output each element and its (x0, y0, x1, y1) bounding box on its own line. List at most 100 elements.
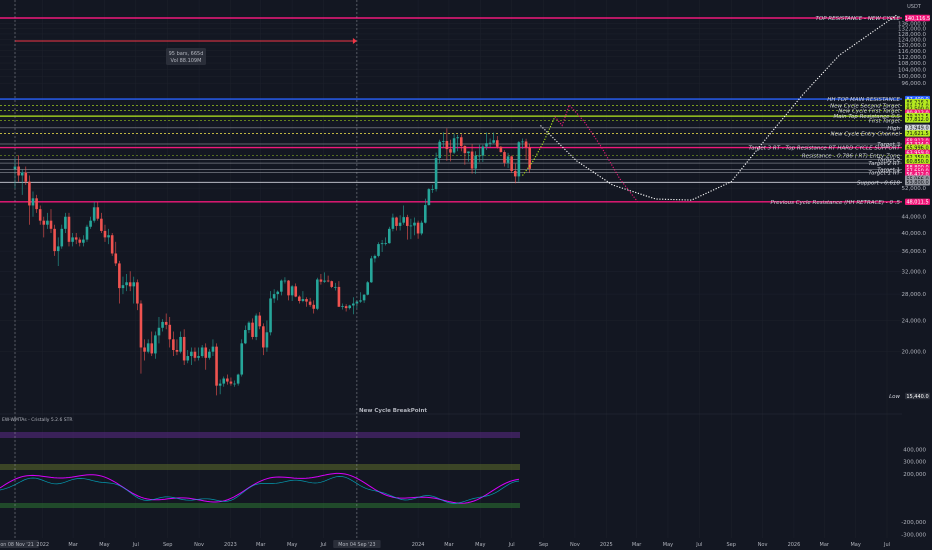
indicator-legend[interactable]: EW-WMTAs - Cristally 5.2.6 STR (2, 417, 73, 423)
price-tick-label: 24,000.0 (902, 318, 927, 324)
measure-tool[interactable]: 95 bars, 665d Vol 88.109M (15, 38, 357, 65)
candle-body (114, 253, 118, 264)
price-tick-label: 28,000.0 (902, 292, 927, 298)
candle-body (254, 315, 258, 337)
candle-body (344, 306, 348, 309)
price-tag-box (905, 144, 930, 151)
time-tick-label: May (287, 542, 297, 548)
candle-body (316, 279, 319, 309)
level-label: New Cycle First Target (838, 109, 901, 115)
level-label: Previous Cycle Resistance (HH RETRACE) -… (771, 200, 901, 206)
candle-body (377, 244, 380, 256)
time-tick-label: Mar (444, 542, 454, 548)
candle-body (136, 282, 139, 304)
osc-mid-band (0, 464, 520, 470)
candle-body (298, 296, 301, 301)
price-tag-text: 73,949.0 (906, 126, 928, 132)
candle-body (182, 336, 186, 361)
candle-body (78, 239, 82, 243)
level-label: High (887, 126, 900, 132)
candle-body (366, 282, 370, 295)
candle-body (28, 181, 31, 206)
candle-body (262, 326, 265, 348)
candle-body (477, 155, 481, 157)
candle-body (456, 137, 459, 139)
candle-body (96, 207, 100, 219)
candle-body (420, 222, 423, 234)
candle-body (17, 166, 20, 176)
level-label: Main Top Resistance 0.5 (833, 114, 900, 120)
candle-body (125, 282, 128, 286)
cursor-lines (14, 0, 358, 538)
price-tick-label: 44,000.0 (902, 215, 927, 221)
time-tick-label: Sep (539, 542, 548, 548)
candle-body (175, 350, 179, 352)
candle-body (348, 305, 352, 309)
candle-body (85, 226, 89, 240)
projection-bear-curve (540, 14, 898, 201)
candle-body (240, 343, 244, 375)
candle-body (445, 140, 449, 150)
candle-body (35, 198, 38, 210)
time-tick-label: May (663, 542, 673, 548)
candle-body (395, 217, 398, 226)
candle-body (492, 140, 495, 143)
candle-body (506, 156, 510, 163)
candle-body (222, 378, 226, 384)
price-tag-text: 77,812.0 (906, 117, 928, 123)
candle-body (100, 218, 103, 231)
candle-body (56, 246, 60, 252)
candle-body (13, 166, 17, 170)
time-tick-label: Nov (570, 542, 580, 548)
candle-body (330, 281, 334, 287)
candle-body (391, 217, 395, 229)
time-tick-label: Mar (632, 542, 642, 548)
candle-body (31, 198, 35, 206)
candle-body (247, 322, 251, 331)
time-tick-label: May (99, 542, 109, 548)
price-tick-label: 100,000.0 (898, 74, 926, 80)
candle-body (38, 209, 42, 221)
time-tick-label: 2026 (788, 542, 801, 548)
candle-body (103, 230, 107, 238)
candle-body (46, 220, 49, 225)
candle-body (258, 315, 262, 327)
projection-bullish-path (522, 116, 556, 176)
candle-body (301, 299, 305, 301)
candle-body (272, 294, 276, 299)
price-tag-box (905, 14, 930, 22)
candle-body (200, 347, 204, 357)
candle-body (74, 237, 78, 240)
level-label: Target 3 RT - Top Resistance RT HARD CYC… (748, 146, 900, 152)
candle-body (236, 374, 240, 384)
measure-volume-text: Vol 88.109M (171, 58, 202, 64)
candle-body (441, 140, 445, 142)
level-label: New Cycle Second Target (830, 104, 901, 110)
candle-body (488, 142, 492, 144)
candle-body (388, 228, 391, 244)
price-tick-label: 112,000.0 (898, 55, 926, 61)
level-label: HH TOP MAIN RESISTANCE (827, 97, 900, 103)
price-tag-box (905, 116, 930, 123)
osc-tick-label: 200,000 (903, 472, 926, 478)
candle-body (287, 280, 290, 296)
candle-body (208, 351, 211, 358)
candle-body (521, 141, 524, 143)
candle-body (449, 149, 452, 153)
time-tick-label: Mon 08 Nov '21 (0, 542, 34, 548)
candle-body (157, 327, 161, 336)
time-tick-label: Mar (256, 542, 266, 548)
candle-body (470, 151, 474, 169)
price-axis[interactable]: 136,000.0132,000.0128,000.0124,000.0120,… (898, 0, 932, 550)
time-tick-label: Sep (726, 542, 735, 548)
price-tick-label: 128,000.0 (898, 32, 926, 38)
level-label: Support - 0.618 (857, 180, 900, 186)
level-label: Target 3 (877, 142, 900, 148)
candle-body (312, 304, 316, 309)
candle-body (398, 222, 402, 226)
time-tick-label: Mon 04 Sep '23 (338, 542, 375, 548)
candle-body (49, 220, 53, 229)
